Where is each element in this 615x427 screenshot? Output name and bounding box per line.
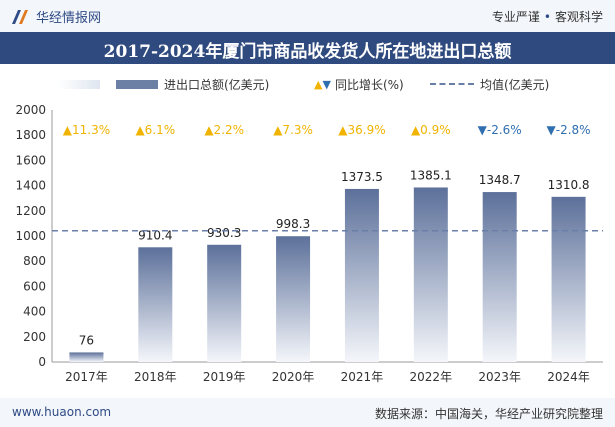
growth-label-up: ▲2.2% bbox=[204, 123, 244, 137]
bar-chart: 0 200 400 600 800 1000 1200 1400 1600 1800 2000 20… bbox=[15, 103, 603, 384]
triangle-up-icon: ▲ bbox=[314, 77, 323, 91]
x-tick-label: 2024年 bbox=[547, 370, 590, 384]
bullet-icon: • bbox=[543, 10, 551, 24]
legend-swatch-light bbox=[58, 79, 100, 89]
legend-swatch-bar bbox=[116, 79, 158, 89]
legend-bar-label: 进出口总额(亿美元) bbox=[164, 77, 270, 92]
x-tick-label: 2022年 bbox=[410, 370, 453, 384]
x-tick-label: 2017年 bbox=[65, 370, 108, 384]
bars: 76 910.4 930.3 998.3 1373.5 1385.1 1348.7 1310.… bbox=[69, 168, 590, 362]
growth-label-up: ▲7.3% bbox=[273, 123, 313, 137]
x-axis: 2017年 2018年 2019年 2020年 2021年 2022年 2023年 2024年 bbox=[52, 361, 603, 384]
tagline: 专业严谨 • 客观科学 bbox=[492, 8, 603, 25]
y-tick-label: 1400 bbox=[15, 179, 46, 193]
legend-growth-label: 同比增长(%) bbox=[334, 77, 404, 92]
y-tick-label: 1600 bbox=[15, 153, 46, 167]
x-tick-label: 2020年 bbox=[272, 370, 315, 384]
y-tick-label: 200 bbox=[23, 330, 46, 344]
bar-value-label: 998.3 bbox=[276, 217, 310, 231]
bar-value-label: 76 bbox=[79, 333, 94, 347]
growth-label-up: ▲36.9% bbox=[338, 123, 385, 137]
tagline-right: 客观科学 bbox=[554, 10, 603, 24]
y-tick-label: 0 bbox=[38, 355, 46, 369]
legend-item-bar: 进出口总额(亿美元) bbox=[116, 74, 269, 94]
bar-value-label: 1373.5 bbox=[341, 170, 383, 184]
bar-value-label: 910.4 bbox=[138, 228, 172, 242]
legend-item-average: 均值(亿美元) bbox=[430, 74, 549, 94]
bar bbox=[344, 188, 379, 362]
y-tick-label: 2000 bbox=[15, 103, 46, 117]
footer-url[interactable]: www.huaon.com bbox=[12, 405, 112, 419]
bar bbox=[482, 192, 517, 362]
x-tick-label: 2019年 bbox=[203, 370, 246, 384]
bar-value-label: 1310.8 bbox=[548, 178, 590, 192]
growth-label-down: ▼-2.8% bbox=[547, 123, 591, 137]
bar bbox=[413, 187, 448, 362]
bar bbox=[138, 247, 173, 362]
brand-name: 华经情报网 bbox=[36, 11, 102, 26]
x-tick-label: 2018年 bbox=[134, 370, 177, 384]
tagline-left: 专业严谨 bbox=[491, 10, 540, 24]
brand: 华经情报网 bbox=[10, 7, 101, 26]
y-tick-label: 1200 bbox=[15, 204, 46, 218]
x-tick-label: 2023年 bbox=[478, 370, 521, 384]
legend-avg-label: 均值(亿美元) bbox=[480, 77, 550, 92]
footer-source: 数据来源：中国海关，华经产业研究院整理 bbox=[374, 407, 603, 421]
chart-title: 2017-2024年厦门市商品收发货人所在地进出口总额 bbox=[103, 42, 512, 62]
y-tick-label: 800 bbox=[23, 254, 46, 268]
bar-value-label: 1348.7 bbox=[479, 173, 521, 187]
brand-logo-icon bbox=[12, 9, 28, 24]
bar-value-label: 1385.1 bbox=[410, 168, 452, 182]
title-bar: 2017-2024年厦门市商品收发货人所在地进出口总额 bbox=[0, 32, 615, 64]
bar bbox=[207, 244, 242, 362]
bar bbox=[276, 236, 311, 362]
legend-item-blank bbox=[58, 74, 106, 94]
footer: www.huaon.com 数据来源：中国海关，华经产业研究院整理 bbox=[0, 398, 615, 427]
y-tick-label: 400 bbox=[23, 305, 46, 319]
bar-value-label: 930.3 bbox=[207, 226, 241, 240]
triangle-down-icon: ▼ bbox=[322, 77, 331, 91]
top-bar: 华经情报网 专业严谨 • 客观科学 bbox=[0, 0, 615, 32]
legend: 进出口总额(亿美元) ▲ ▼ 同比增长(%) 均值(亿美元) bbox=[0, 74, 615, 94]
growth-labels: ▲11.3% ▲6.1% ▲2.2% ▲7.3% ▲36.9% ▲0.9% ▼-2.6% ▼-… bbox=[63, 123, 591, 137]
x-tick-label: 2021年 bbox=[341, 370, 384, 384]
y-tick-label: 1800 bbox=[15, 128, 46, 142]
y-tick-label: 1000 bbox=[15, 229, 46, 243]
growth-label-down: ▼-2.6% bbox=[478, 123, 522, 137]
y-axis: 0 200 400 600 800 1000 1200 1400 1600 1800 2000 bbox=[15, 103, 53, 369]
legend-item-growth: ▲ ▼ 同比增长(%) bbox=[314, 74, 404, 94]
bar bbox=[551, 196, 586, 362]
legend-dash-line bbox=[430, 83, 474, 85]
bar bbox=[69, 352, 104, 362]
growth-label-up: ▲0.9% bbox=[411, 123, 451, 137]
growth-label-up: ▲11.3% bbox=[63, 123, 110, 137]
growth-label-up: ▲6.1% bbox=[135, 123, 175, 137]
y-tick-label: 600 bbox=[23, 279, 46, 293]
